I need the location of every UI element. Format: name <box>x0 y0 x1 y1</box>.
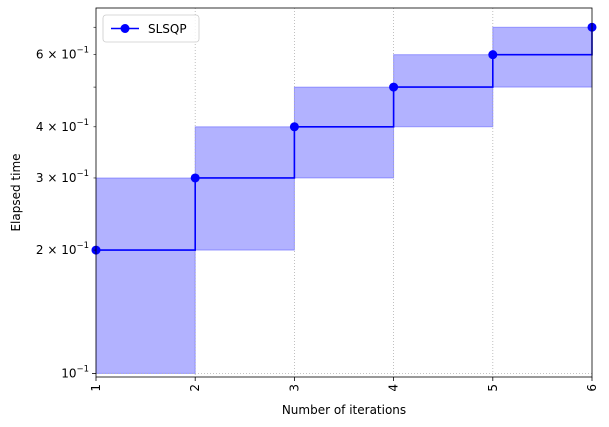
legend-circle-marker <box>120 24 130 33</box>
plot-frame <box>95 7 593 378</box>
band-segment <box>194 126 295 251</box>
x-tick-label: 3 <box>287 384 301 392</box>
x-axis: 1 2 3 4 5 6 <box>89 377 599 392</box>
y-axis-label: Elapsed time <box>9 153 23 231</box>
band-segment <box>393 54 494 128</box>
data-point <box>389 82 399 92</box>
tick-exponent: −1 <box>76 169 89 179</box>
tick-exponent: −1 <box>76 46 89 56</box>
data-point <box>488 50 498 60</box>
y-tick-label: 10−1 <box>61 364 89 380</box>
tick-exponent: −1 <box>76 118 89 128</box>
band-segment <box>293 86 395 179</box>
series-line <box>96 27 593 251</box>
series-slsqp <box>91 22 597 255</box>
legend-box <box>102 14 200 43</box>
tick-exponent: −1 <box>76 241 89 251</box>
data-point <box>289 122 299 132</box>
x-tick-label: 5 <box>486 384 500 392</box>
legend-entry-slsqp: SLSQP <box>148 22 187 36</box>
x-tick-label: 4 <box>387 384 401 392</box>
legend: SLSQP <box>102 14 200 43</box>
x-axis-label: Number of iterations <box>282 403 406 417</box>
band-segment <box>95 177 196 374</box>
tick-mantissa: 10 <box>61 366 76 380</box>
x-tick-label: 1 <box>89 384 103 392</box>
uncertainty-band <box>95 26 593 374</box>
tick-mantissa: 3 × 10 <box>36 171 77 185</box>
tick-mantissa: 2 × 10 <box>36 243 77 257</box>
y-tick-label: 4 × 10−1 <box>36 118 89 134</box>
x-tick-label: 6 <box>585 384 599 392</box>
y-axis: 10−12 × 10−13 × 10−14 × 10−16 × 10−1 <box>36 26 96 380</box>
y-tick-label: 2 × 10−1 <box>36 241 89 257</box>
tick-mantissa: 4 × 10 <box>36 120 77 134</box>
tick-exponent: −1 <box>76 364 89 374</box>
data-point <box>190 173 200 183</box>
tick-mantissa: 6 × 10 <box>36 48 77 62</box>
x-tick-label: 2 <box>188 384 202 392</box>
band-segment <box>492 26 593 88</box>
y-tick-label: 3 × 10−1 <box>36 169 89 185</box>
y-tick-label: 6 × 10−1 <box>36 46 89 62</box>
